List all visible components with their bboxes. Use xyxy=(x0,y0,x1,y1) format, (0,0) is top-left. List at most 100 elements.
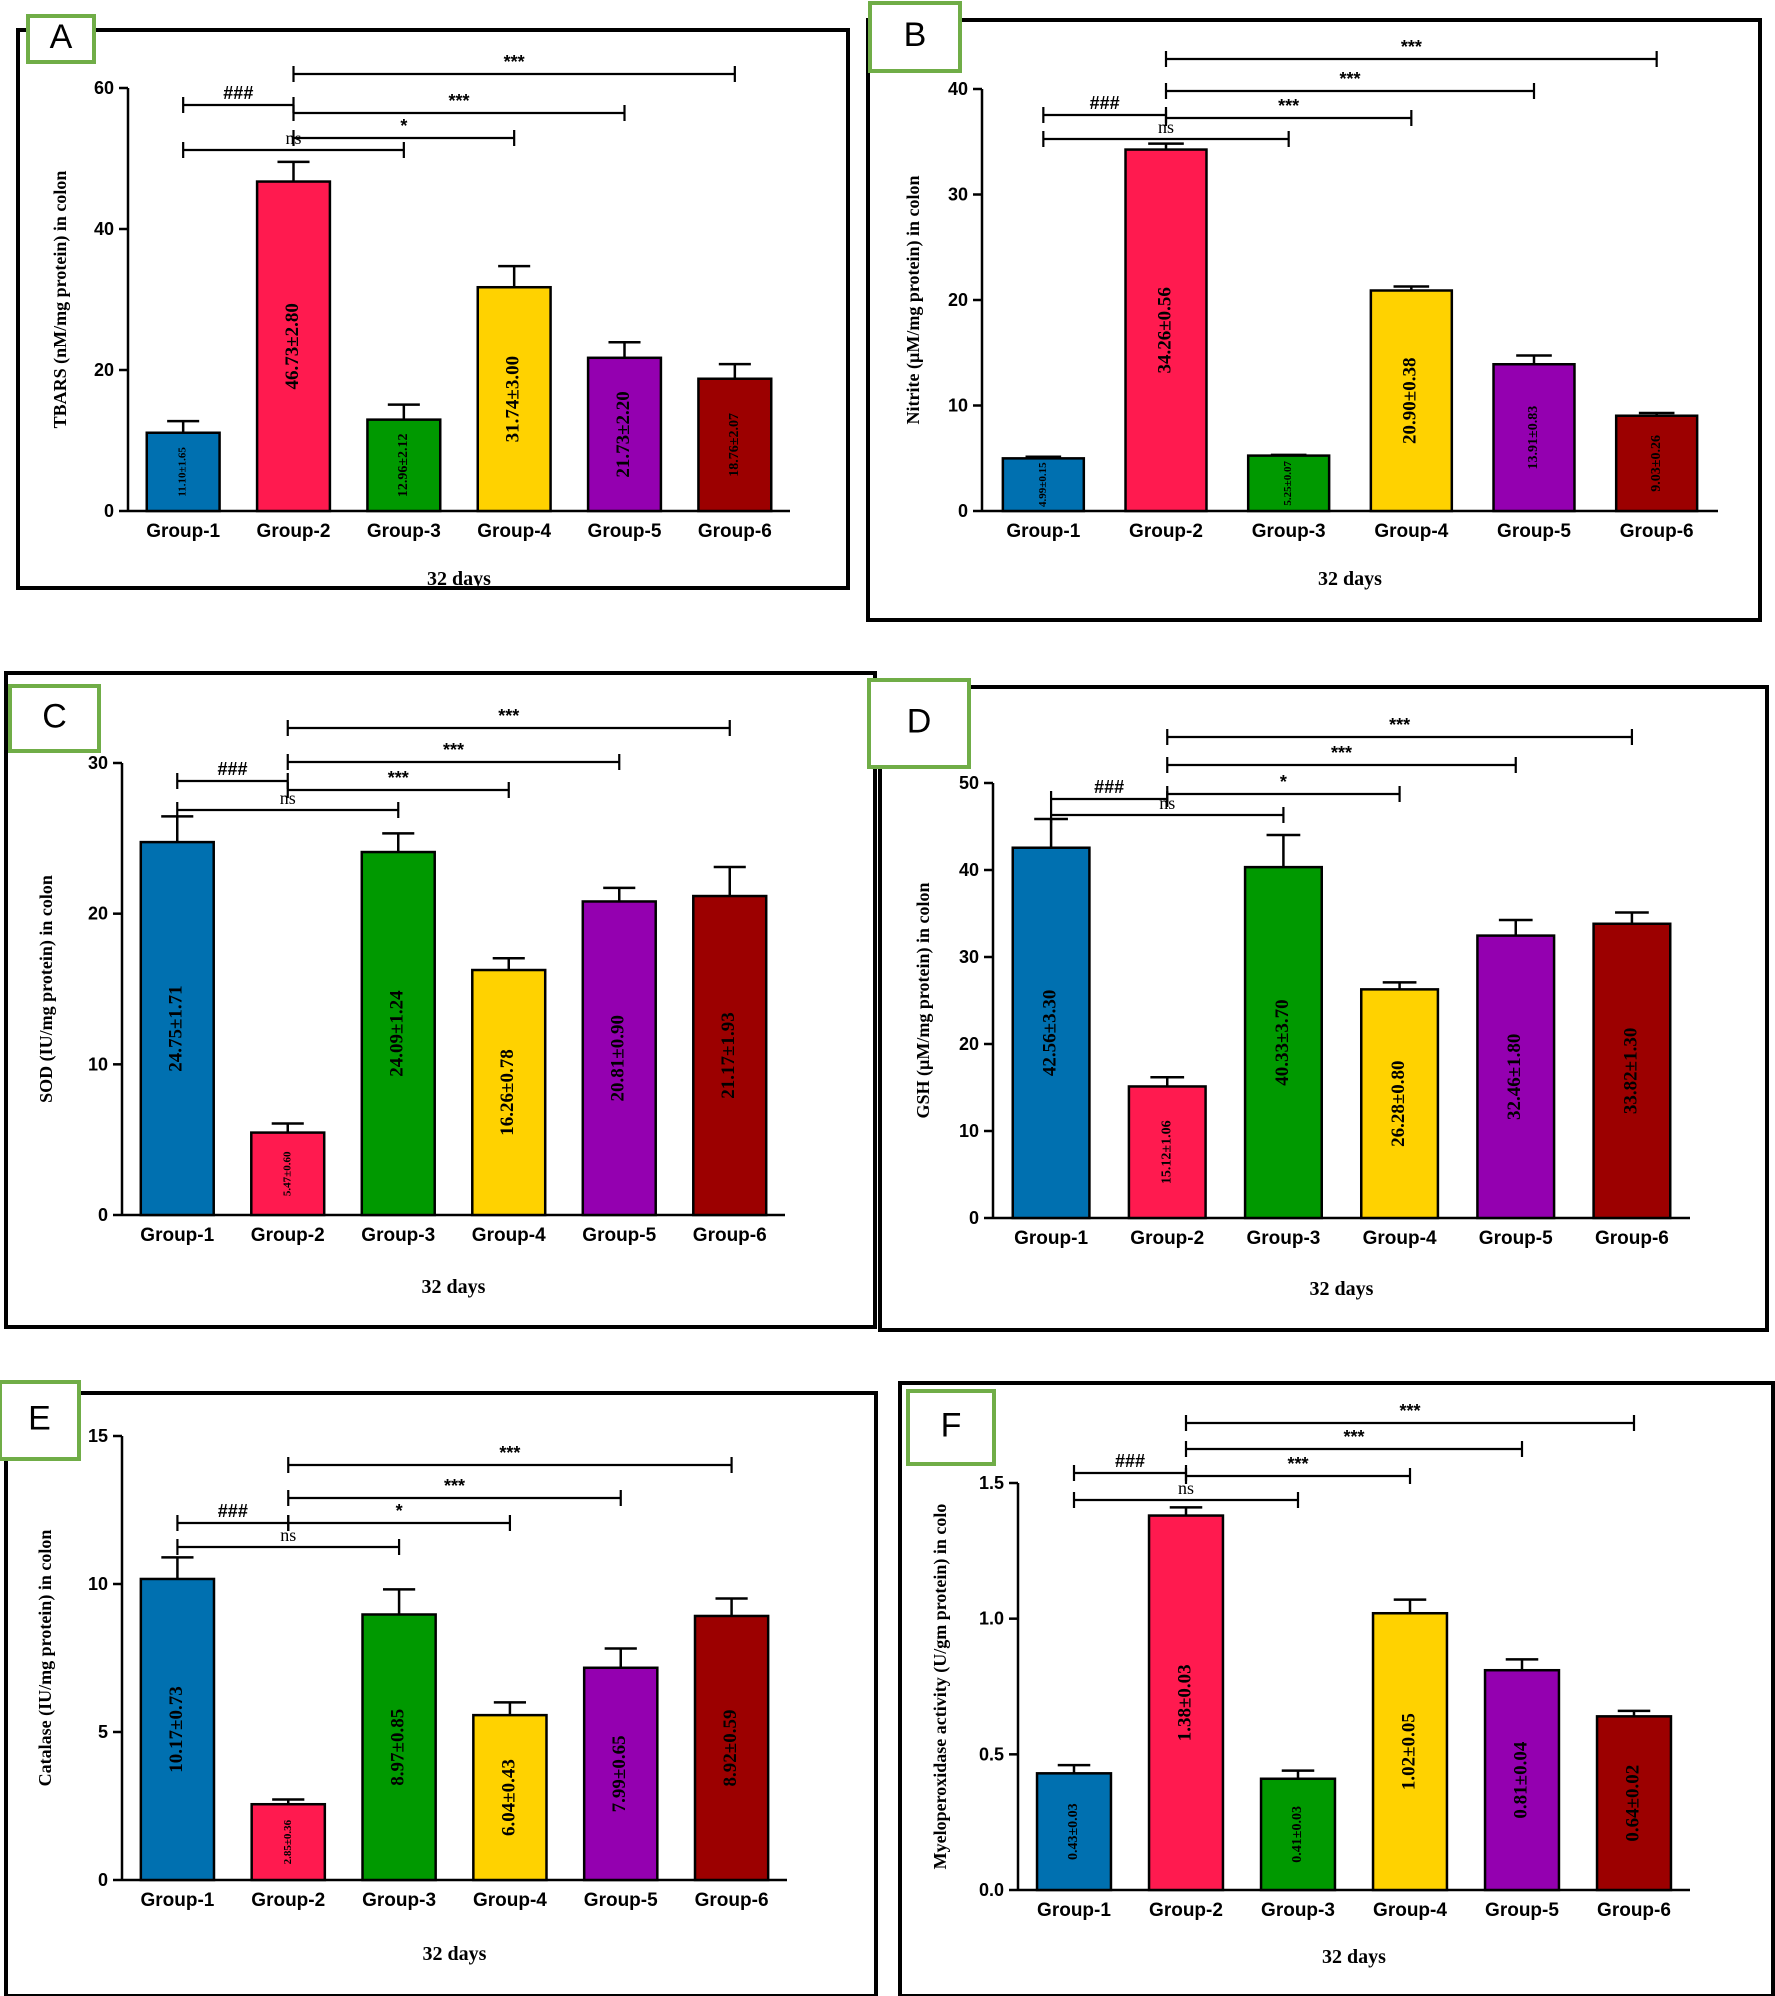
significance-label: ### xyxy=(223,83,253,103)
panel-frame xyxy=(898,1381,1775,1996)
y-tick-label: 10 xyxy=(88,1054,108,1074)
panel-f: 0.0 0.5 1.0 1.5 Group-1 0.43±0.03 Group-2 1.38±… xyxy=(898,1381,1775,1996)
y-axis-label: Myeloperoxidase activity (U/gm protein) … xyxy=(930,1504,951,1870)
bar-value-label: 46.73±2.80 xyxy=(282,303,303,389)
y-tick-label: 0 xyxy=(98,1870,108,1890)
significance-bracket xyxy=(286,754,621,770)
y-tick-label: 40 xyxy=(948,79,968,99)
significance-bracket xyxy=(1184,1415,1636,1431)
significance-bracket xyxy=(287,1457,733,1473)
category-label: Group-4 xyxy=(472,1225,546,1246)
bar-value-label: 5.47±0.60 xyxy=(281,1151,293,1196)
panel-letter-box xyxy=(0,1380,81,1461)
category-label: Group-5 xyxy=(1497,521,1571,542)
bar-group-6 xyxy=(1595,1715,1673,1892)
significance-bracket xyxy=(287,1515,512,1531)
y-tick-label: 40 xyxy=(94,219,114,239)
significance-label: ### xyxy=(1115,1451,1145,1471)
x-axis-label: 32 days xyxy=(1318,568,1382,590)
y-axis-label: Catalase (IU/mg protein) in colon xyxy=(35,1530,56,1787)
bar-group-3 xyxy=(1259,1777,1337,1892)
significance-label: ### xyxy=(1090,93,1120,113)
y-tick-label: 0.5 xyxy=(979,1744,1004,1764)
y-tick-label: 0.0 xyxy=(979,1880,1004,1900)
y-tick-label: 30 xyxy=(88,753,108,773)
y-tick-label: 0 xyxy=(104,501,114,521)
panel-e: 0 5 10 15 Group-1 10.17±0.73 Group-2 2.85±0.36 G… xyxy=(0,1380,878,1996)
panel-letter: E xyxy=(28,1399,51,1437)
significance-bracket xyxy=(1184,1468,1412,1484)
y-tick-label: 5 xyxy=(98,1722,108,1742)
category-label: Group-4 xyxy=(1374,521,1448,542)
bar-value-label: 26.28±0.80 xyxy=(1388,1060,1409,1146)
bar-value-label: 1.02±0.05 xyxy=(1398,1713,1419,1790)
bar-value-label: 2.85±0.36 xyxy=(282,1819,294,1864)
category-label: Group-1 xyxy=(140,1890,214,1911)
bar-value-label: 24.75±1.71 xyxy=(166,985,187,1071)
significance-label: ns xyxy=(1178,1478,1194,1498)
bar-value-label: 21.17±1.93 xyxy=(718,1012,739,1098)
bar-group-2 xyxy=(250,1802,327,1882)
bar-value-label: 8.97±0.85 xyxy=(387,1709,408,1786)
significance-label: *** xyxy=(1287,1454,1308,1474)
significance-label: * xyxy=(396,1501,403,1521)
y-axis-label: TBARS (nM/mg protein) in colon xyxy=(50,171,71,429)
y-tick-label: 1.5 xyxy=(979,1473,1004,1493)
bar-group-3 xyxy=(366,418,442,513)
y-axis-label: GSH (µM/mg protein) in colon xyxy=(913,882,934,1118)
category-label: Group-4 xyxy=(477,521,551,542)
bar-value-label: 32.46±1.80 xyxy=(1504,1034,1525,1120)
bar-group-4 xyxy=(1369,289,1454,513)
panel-letter-box xyxy=(867,678,971,769)
panel-letter: C xyxy=(42,697,67,735)
significance-label: ### xyxy=(1094,777,1124,797)
bar-value-label: 10.17±0.73 xyxy=(166,1686,187,1772)
bar-group-3 xyxy=(1246,454,1331,513)
y-tick-label: 20 xyxy=(94,360,114,380)
category-label: Group-3 xyxy=(1246,1228,1320,1249)
bar-value-label: 0.41±0.03 xyxy=(1290,1806,1305,1863)
bar-value-label: 7.99±0.65 xyxy=(609,1735,630,1812)
significance-label: *** xyxy=(1331,743,1352,763)
bar-value-label: 21.73±2.20 xyxy=(613,391,634,477)
y-tick-label: 30 xyxy=(959,947,979,967)
bar-group-1 xyxy=(139,1577,216,1882)
panel-d: 0 10 20 30 40 50 Group-1 42.56±3.30 Group-2 15.12… xyxy=(867,678,1769,1332)
category-label: Group-5 xyxy=(1479,1228,1553,1249)
bar-value-label: 40.33±3.70 xyxy=(1272,999,1293,1085)
panel-a: 0 20 40 60 Group-1 11.10±1.65 Group-2 46.73±2.8… xyxy=(16,14,850,590)
y-tick-label: 60 xyxy=(94,78,114,98)
bar-group-4 xyxy=(1371,1611,1449,1892)
bar-group-4 xyxy=(472,1713,548,1882)
category-label: Group-5 xyxy=(584,1890,658,1911)
significance-label: ns xyxy=(1158,117,1174,137)
bar-group-5 xyxy=(1492,362,1576,513)
significance-label: ns xyxy=(280,1525,296,1545)
x-axis-label: 32 days xyxy=(423,1943,487,1965)
bar-value-label: 0.81±0.04 xyxy=(1510,1741,1531,1818)
panel-frame xyxy=(878,685,1769,1332)
category-label: Group-1 xyxy=(146,521,220,542)
bar-group-4 xyxy=(1359,988,1440,1220)
category-label: Group-2 xyxy=(1129,521,1203,542)
panel-letter: F xyxy=(941,1406,962,1444)
significance-label: *** xyxy=(1389,715,1410,735)
bar-group-6 xyxy=(692,894,768,1217)
category-label: Group-3 xyxy=(1261,1900,1335,1921)
y-tick-label: 30 xyxy=(948,185,968,205)
category-label: Group-5 xyxy=(582,1225,656,1246)
y-axis-label: SOD (IU/mg protein) in colon xyxy=(36,875,57,1103)
bar-value-label: 0.64±0.02 xyxy=(1622,1765,1643,1842)
bar-value-label: 20.81±0.90 xyxy=(608,1015,629,1101)
y-tick-label: 10 xyxy=(959,1121,979,1141)
category-label: Group-2 xyxy=(251,1890,325,1911)
category-label: Group-3 xyxy=(361,1225,435,1246)
significance-bracket xyxy=(1164,83,1536,99)
bar-group-2 xyxy=(1124,148,1208,513)
bar-value-label: 8.92±0.59 xyxy=(720,1710,741,1787)
category-label: Group-6 xyxy=(693,1225,767,1246)
bar-group-6 xyxy=(697,377,773,513)
significance-label: *** xyxy=(1343,1427,1364,1447)
significance-label: ### xyxy=(217,759,247,779)
bar-group-1 xyxy=(139,840,215,1217)
